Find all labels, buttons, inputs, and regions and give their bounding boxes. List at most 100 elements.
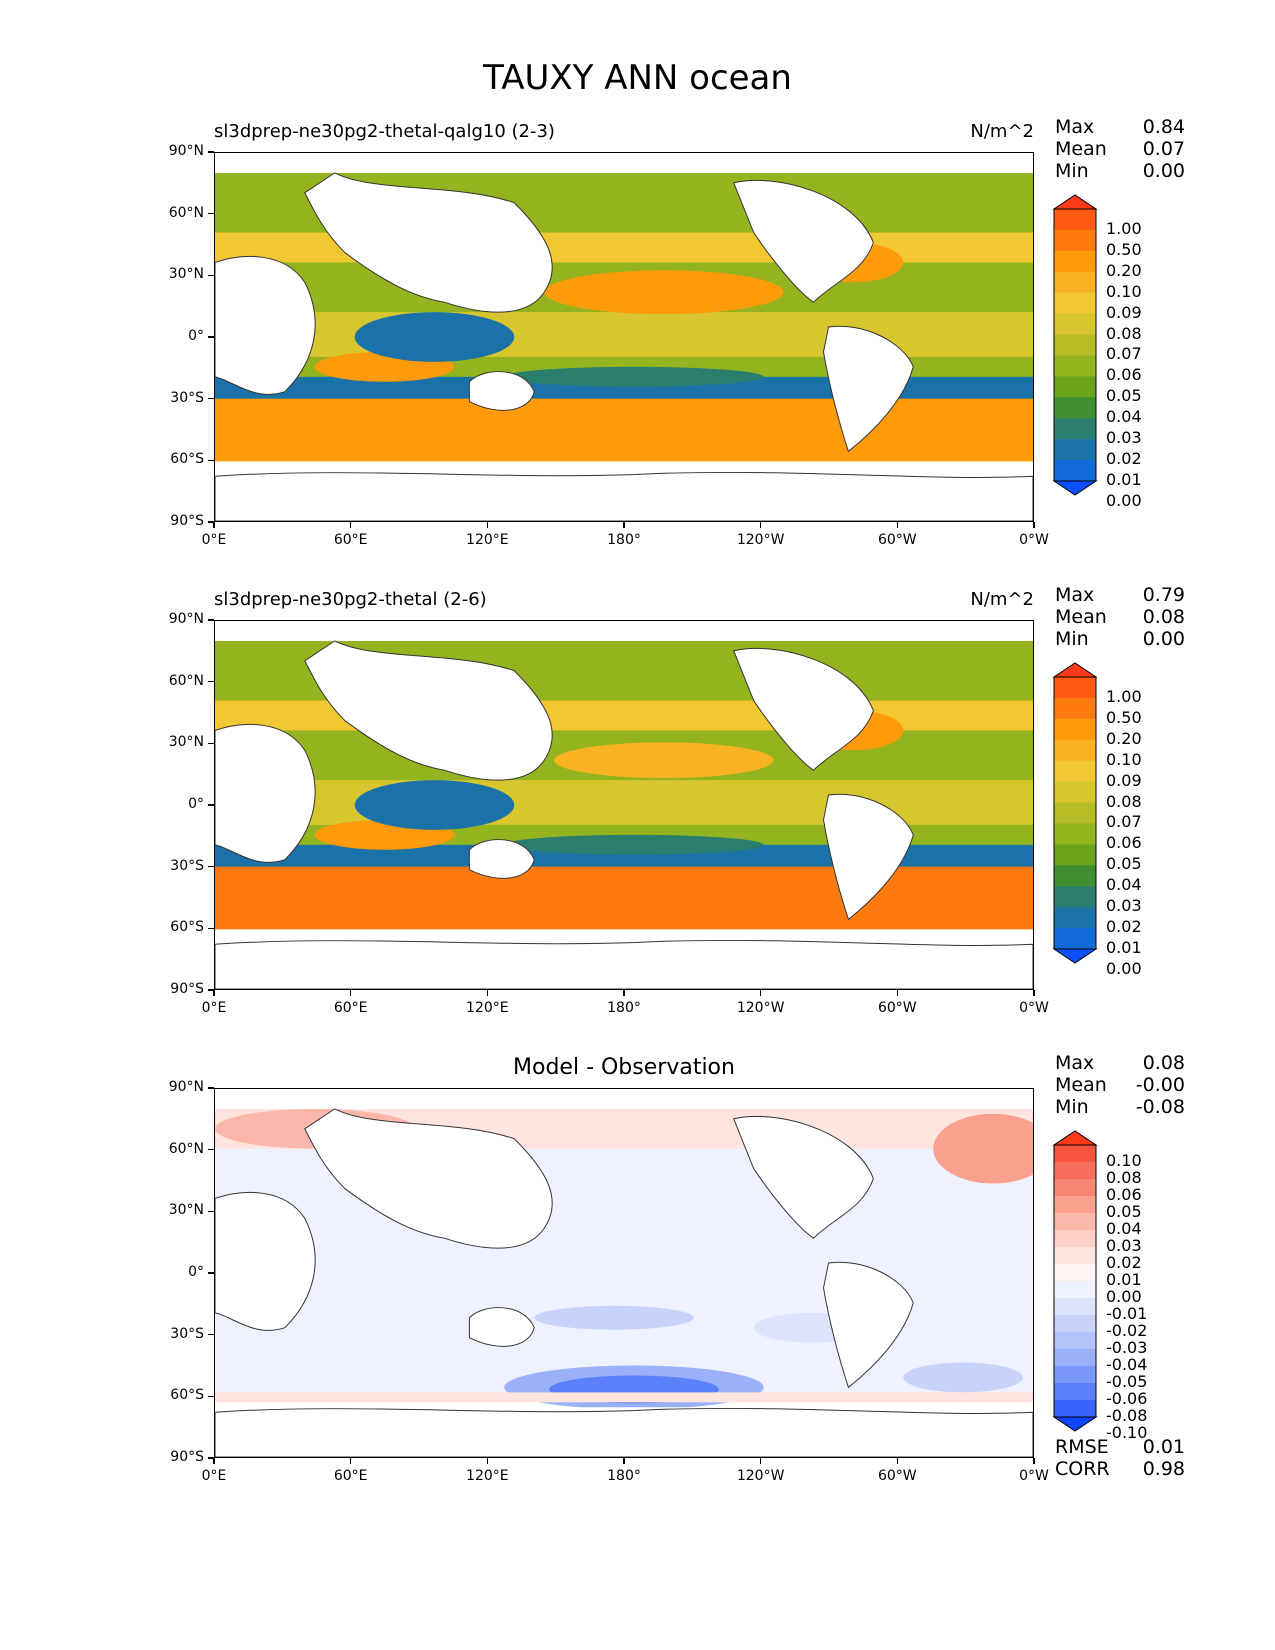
stat-min-label: Min (1055, 628, 1089, 650)
panel-difference-title: Model - Observation (513, 1055, 735, 1080)
colorbar-level-label: 0.06 (1106, 365, 1142, 385)
y-tick-label: 90°S (170, 513, 204, 529)
colorbar-level-label: 0.01 (1106, 470, 1142, 489)
colorbar-swatch (1054, 397, 1096, 419)
y-tick-mark (208, 1333, 214, 1336)
colorbar-outline (1053, 676, 1097, 950)
colorbar-level-label: 0.04 (1106, 407, 1142, 427)
x-tick-label: 120°E (466, 532, 509, 548)
colorbar-swatch (1054, 1315, 1096, 1333)
colorbar-swatch (1054, 1383, 1096, 1401)
panel-observation-title: sl3dprep-ne30pg2-thetal (2-6) (214, 589, 487, 610)
stat-min-label: Min (1055, 160, 1089, 182)
y-tick-label: 60°N (168, 1140, 204, 1157)
y-tick-mark (208, 989, 214, 991)
panel-observation-stats: Max 0.79 Mean 0.08 Min 0.00 (1055, 584, 1185, 650)
map-observation (214, 620, 1034, 990)
x-tick-label: 0°W (1019, 532, 1049, 548)
y-tick-mark (208, 865, 214, 868)
y-tick-label: 30°S (170, 1325, 204, 1342)
x-tick-label: 0°W (1019, 1468, 1049, 1484)
colorbar-extend-top (1052, 662, 1098, 678)
colorbar-swatch (1054, 781, 1096, 804)
y-tick-label: 60°S (170, 451, 204, 468)
x-tick-mark (349, 990, 352, 996)
y-tick-label: 30°N (168, 734, 204, 751)
colorbar-level-label: 0.50 (1106, 239, 1142, 259)
x-tick-mark (623, 522, 625, 528)
x-tick-mark (896, 990, 899, 996)
colorbar-model-swatches (1052, 194, 1098, 496)
colorbar-level-label: -0.04 (1106, 1355, 1148, 1374)
map-observation-field (215, 621, 1033, 989)
colorbar-swatch (1054, 271, 1096, 294)
x-tick-mark (759, 522, 762, 528)
colorbar-swatch (1054, 928, 1096, 950)
colorbar-swatch (1054, 1196, 1096, 1214)
colorbar-level-label: 0.07 (1106, 812, 1142, 832)
panel-model-units: N/m^2 (970, 121, 1034, 142)
x-tick-mark (349, 522, 352, 528)
colorbar-swatch (1054, 865, 1096, 887)
stat-min-value: 0.00 (1142, 628, 1185, 650)
colorbar-level-label: -0.05 (1106, 1372, 1148, 1391)
stat-min-label: Min (1055, 1096, 1089, 1118)
colorbar-level-label: 0.04 (1106, 1219, 1142, 1238)
colorbar-level-label: 0.10 (1106, 281, 1142, 301)
x-tick-label: 120°E (466, 1468, 509, 1484)
x-tick-mark (1033, 1458, 1035, 1464)
y-tick-mark (208, 1210, 214, 1213)
x-tick-mark (1033, 522, 1035, 528)
x-tick-label: 120°W (736, 1468, 785, 1484)
colorbar-level-label: 0.50 (1106, 707, 1142, 727)
colorbar-extend-bottom (1052, 1416, 1098, 1432)
x-tick-mark (1033, 990, 1035, 996)
colorbar-level-label: 0.06 (1106, 1185, 1142, 1204)
x-tick-label: 120°W (736, 532, 785, 548)
y-tick-mark (208, 151, 214, 153)
colorbar-level-label: 0.00 (1106, 958, 1142, 978)
x-tick-label: 60°W (877, 532, 917, 548)
colorbar-swatch (1054, 460, 1096, 482)
colorbar-outline (1053, 208, 1097, 482)
colorbar-swatch (1054, 697, 1096, 720)
x-tick-mark (486, 522, 489, 528)
x-tick-label: 60°W (877, 1468, 917, 1484)
colorbar-swatch (1054, 418, 1096, 440)
colorbar-extend-bottom (1052, 948, 1098, 964)
y-tick-label: 0° (188, 796, 204, 812)
colorbar-level-label: 0.03 (1106, 896, 1142, 916)
colorbar-level-label: 0.05 (1106, 854, 1142, 874)
colorbar-level-label: 0.09 (1106, 770, 1142, 790)
colorbar-swatch (1054, 886, 1096, 908)
colorbar-level-label: 0.00 (1106, 490, 1142, 510)
stat-max-value: 0.08 (1142, 1052, 1185, 1074)
y-tick-mark (208, 521, 214, 523)
x-tick-mark (623, 990, 625, 996)
colorbar-level-label: 0.02 (1106, 1253, 1142, 1272)
panel-difference-stats: Max 0.08 Mean -0.00 Min -0.08 (1055, 1052, 1185, 1118)
colorbar-level-label: 0.20 (1106, 260, 1142, 280)
colorbar-swatch (1054, 1145, 1096, 1163)
y-tick-mark (208, 274, 214, 277)
colorbar-swatch (1054, 1247, 1096, 1265)
map-difference (214, 1088, 1034, 1458)
colorbar-level-label: 0.08 (1106, 323, 1142, 343)
colorbar-level-label: 1.00 (1106, 686, 1142, 706)
colorbar-level-label: 1.00 (1106, 218, 1142, 238)
y-tick-mark (208, 742, 214, 745)
x-tick-mark (896, 1458, 899, 1464)
colorbar-swatch (1054, 1349, 1096, 1367)
x-tick-mark (759, 990, 762, 996)
y-tick-label: 90°S (170, 981, 204, 997)
colorbar-swatch (1054, 1298, 1096, 1316)
stat-min-value: 0.00 (1142, 160, 1185, 182)
x-tick-mark (759, 1458, 762, 1464)
y-tick-mark (208, 680, 214, 683)
y-tick-label: 0° (188, 1264, 204, 1280)
stat-max-label: Max (1055, 116, 1095, 138)
y-tick-label: 30°N (168, 266, 204, 283)
colorbar-swatch (1054, 1179, 1096, 1197)
y-tick-mark (208, 927, 214, 930)
colorbar-observation (1052, 662, 1098, 964)
